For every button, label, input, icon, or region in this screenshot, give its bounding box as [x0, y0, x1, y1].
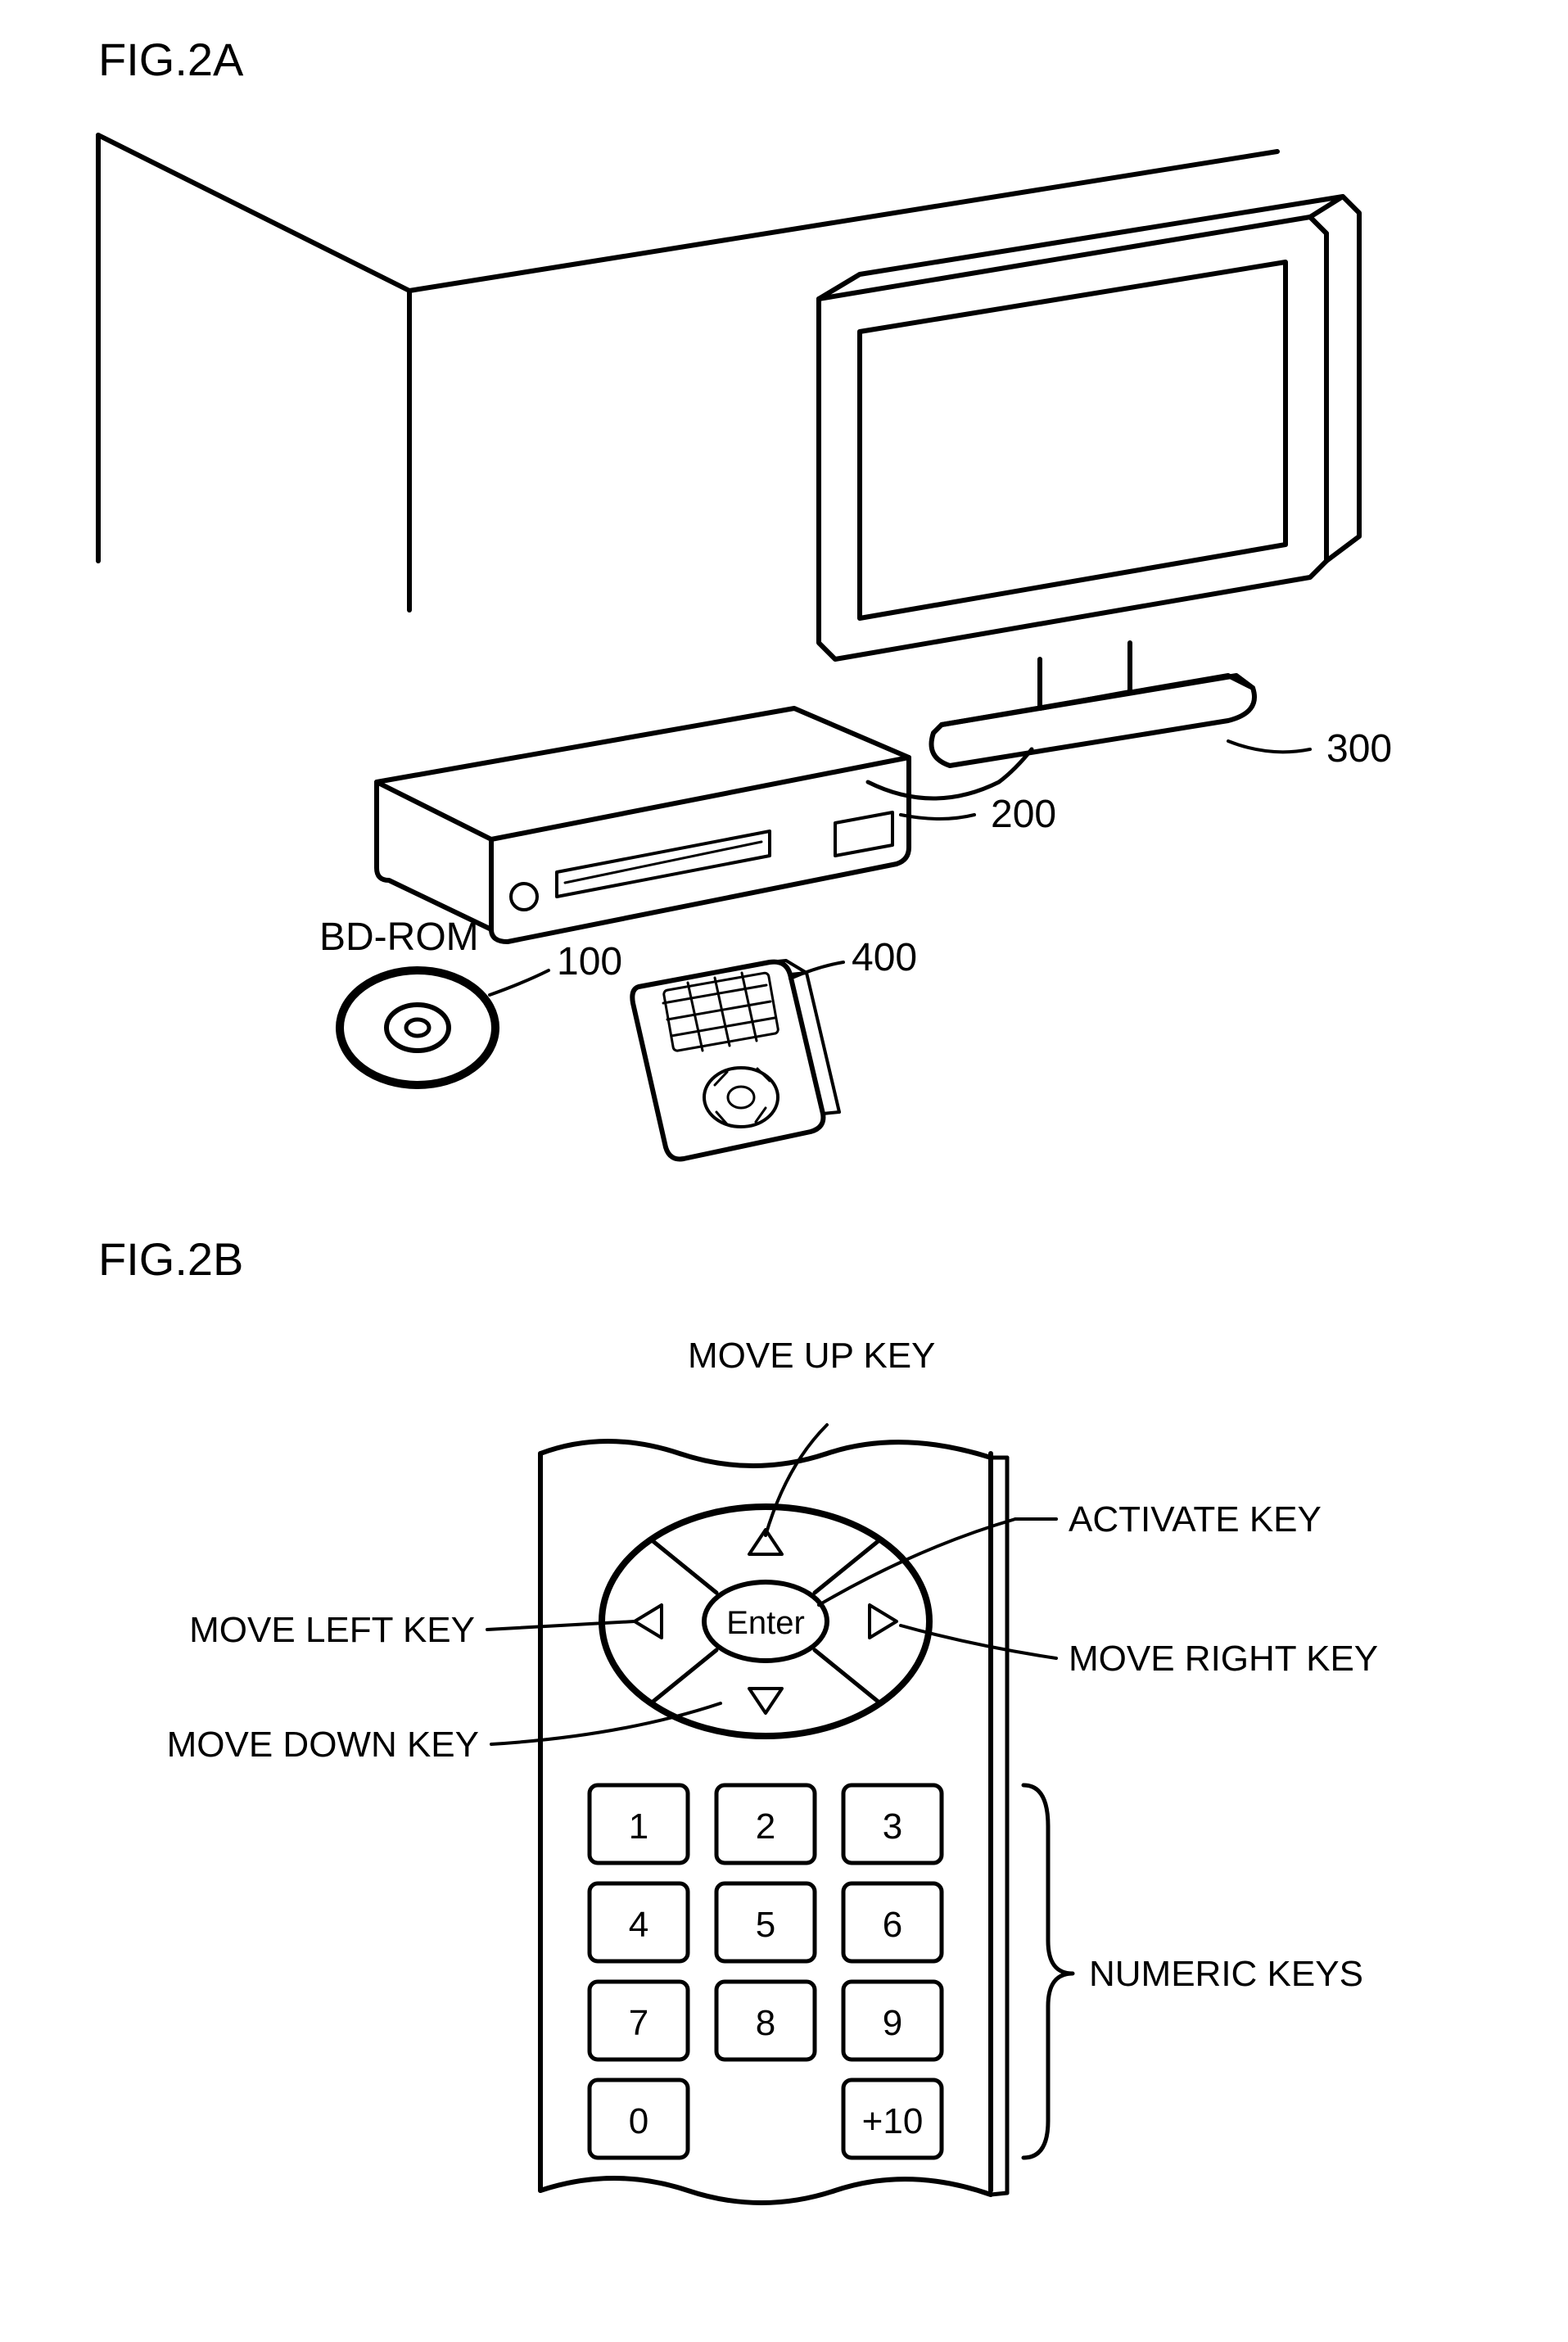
- wall-back-top: [98, 135, 409, 291]
- right-arrow-icon[interactable]: [870, 1605, 897, 1638]
- figure-2b: FIG.2B Enter: [33, 1232, 1535, 2244]
- label-left: MOVE LEFT KEY: [189, 1610, 475, 1650]
- svg-text:2: 2: [756, 1806, 775, 1847]
- tv-monitor: [819, 197, 1359, 766]
- down-arrow-icon[interactable]: [749, 1689, 782, 1713]
- key-digits: 1 2 3 4 5 6 7 8 9 0 +10: [629, 1806, 924, 2141]
- label-right: MOVE RIGHT KEY: [1069, 1639, 1378, 1679]
- svg-text:9: 9: [883, 2003, 902, 2043]
- svg-text:1: 1: [629, 1806, 648, 1847]
- leader-player: [901, 815, 974, 819]
- leader-tv: [1228, 741, 1310, 752]
- fig2b-svg: Enter: [33, 1302, 1507, 2244]
- label-up: MOVE UP KEY: [688, 1336, 935, 1376]
- fig2b-label: FIG.2B: [98, 1232, 1535, 1286]
- wall-right-top: [409, 151, 1277, 291]
- label-activate: ACTIVATE KEY: [1069, 1499, 1322, 1539]
- svg-text:6: 6: [883, 1905, 902, 1945]
- remote-small: [632, 961, 839, 1159]
- svg-text:8: 8: [756, 2003, 775, 2043]
- svg-text:3: 3: [883, 1806, 902, 1847]
- leader-remote: [790, 962, 843, 979]
- ref-player: 200: [991, 793, 1056, 836]
- svg-text:5: 5: [756, 1905, 775, 1945]
- enter-text: Enter: [726, 1605, 805, 1641]
- leader-activate: [819, 1519, 1015, 1605]
- left-arrow-icon[interactable]: [635, 1605, 662, 1638]
- svg-text:7: 7: [629, 2003, 648, 2043]
- leader-disc: [490, 970, 549, 995]
- svg-text:+10: +10: [862, 2101, 924, 2141]
- bdrom-disc: [340, 970, 495, 1085]
- svg-text:4: 4: [629, 1905, 648, 1945]
- leader-up: [766, 1425, 827, 1535]
- leader-left: [487, 1621, 635, 1630]
- bdrom-label: BD-ROM: [319, 916, 479, 959]
- dpad: Enter: [602, 1507, 929, 1736]
- ref-tv: 300: [1326, 727, 1392, 771]
- fig2a-label: FIG.2A: [98, 33, 1535, 86]
- label-numeric: NUMERIC KEYS: [1089, 1954, 1363, 1994]
- ref-remote: 400: [852, 936, 917, 979]
- figure-2a: FIG.2A: [33, 33, 1535, 1167]
- player-box: [377, 708, 909, 942]
- ref-disc: 100: [557, 940, 622, 983]
- fig2a-svg: 300 200: [33, 102, 1425, 1167]
- svg-text:0: 0: [629, 2101, 648, 2141]
- brace-numeric: [1023, 1785, 1073, 2158]
- label-down: MOVE DOWN KEY: [167, 1725, 479, 1765]
